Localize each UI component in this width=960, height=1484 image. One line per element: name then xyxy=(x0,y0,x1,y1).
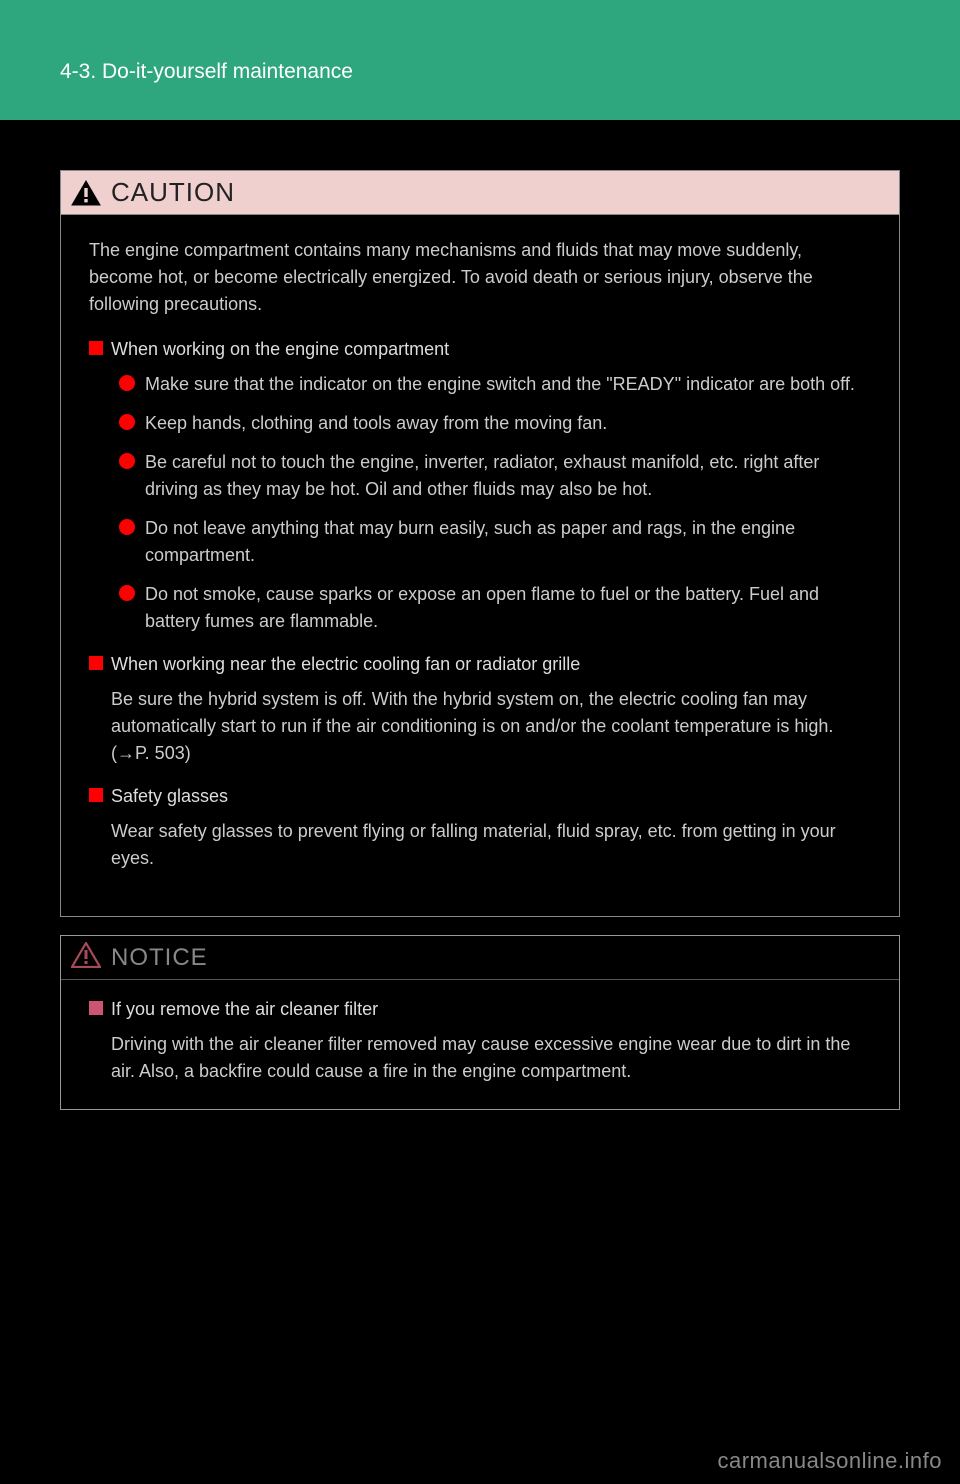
square-bullet-icon xyxy=(89,656,103,670)
notice-heading: If you remove the air cleaner filter xyxy=(111,996,378,1023)
list-item: Make sure that the indicator on the engi… xyxy=(119,371,871,398)
item-text: Be careful not to touch the engine, inve… xyxy=(145,449,871,503)
caution-header: CAUTION xyxy=(61,171,899,215)
notice-warning-icon xyxy=(71,942,101,973)
list-item: Do not leave anything that may burn easi… xyxy=(119,515,871,569)
dot-icon xyxy=(119,519,135,535)
list-item: Keep hands, clothing and tools away from… xyxy=(119,410,871,437)
dot-icon xyxy=(119,375,135,391)
item-text: Make sure that the indicator on the engi… xyxy=(145,371,855,398)
square-bullet-icon xyxy=(89,788,103,802)
watermark: carmanualsonline.info xyxy=(717,1448,942,1474)
notice-title: NOTICE xyxy=(111,944,208,972)
caution-section-2: When working near the electric cooling f… xyxy=(89,651,871,767)
page-header: 4-3. Do-it-yourself maintenance xyxy=(0,0,960,120)
breadcrumb: 4-3. Do-it-yourself maintenance xyxy=(60,28,960,84)
dot-icon xyxy=(119,585,135,601)
caution-intro: The engine compartment contains many mec… xyxy=(89,237,871,318)
section-heading: When working near the electric cooling f… xyxy=(111,651,580,678)
caution-box: CAUTION The engine compartment contains … xyxy=(60,170,900,917)
page-content: CAUTION The engine compartment contains … xyxy=(0,120,960,1110)
item-text: Do not leave anything that may burn easi… xyxy=(145,515,871,569)
section-body: Be sure the hybrid system is off. With t… xyxy=(89,686,871,767)
caution-title: CAUTION xyxy=(111,177,235,208)
caution-body: The engine compartment contains many mec… xyxy=(61,215,899,916)
bullet-list: Make sure that the indicator on the engi… xyxy=(89,371,871,635)
warning-icon xyxy=(71,180,101,206)
notice-text: Driving with the air cleaner filter remo… xyxy=(89,1031,871,1085)
square-bullet-icon xyxy=(89,341,103,355)
dot-icon xyxy=(119,414,135,430)
caution-section-1: When working on the engine compartment M… xyxy=(89,336,871,635)
section-heading: When working on the engine compartment xyxy=(111,336,449,363)
section-heading: Safety glasses xyxy=(111,783,228,810)
item-text: Keep hands, clothing and tools away from… xyxy=(145,410,607,437)
notice-box: NOTICE If you remove the air cleaner fil… xyxy=(60,935,900,1110)
notice-header: NOTICE xyxy=(61,936,899,980)
item-text: Do not smoke, cause sparks or expose an … xyxy=(145,581,871,635)
list-item: Be careful not to touch the engine, inve… xyxy=(119,449,871,503)
list-item: Do not smoke, cause sparks or expose an … xyxy=(119,581,871,635)
section-body: Wear safety glasses to prevent flying or… xyxy=(89,818,871,872)
caution-section-3: Safety glasses Wear safety glasses to pr… xyxy=(89,783,871,872)
dot-icon xyxy=(119,453,135,469)
square-bullet-icon xyxy=(89,1001,103,1015)
notice-body: If you remove the air cleaner filter Dri… xyxy=(61,980,899,1109)
